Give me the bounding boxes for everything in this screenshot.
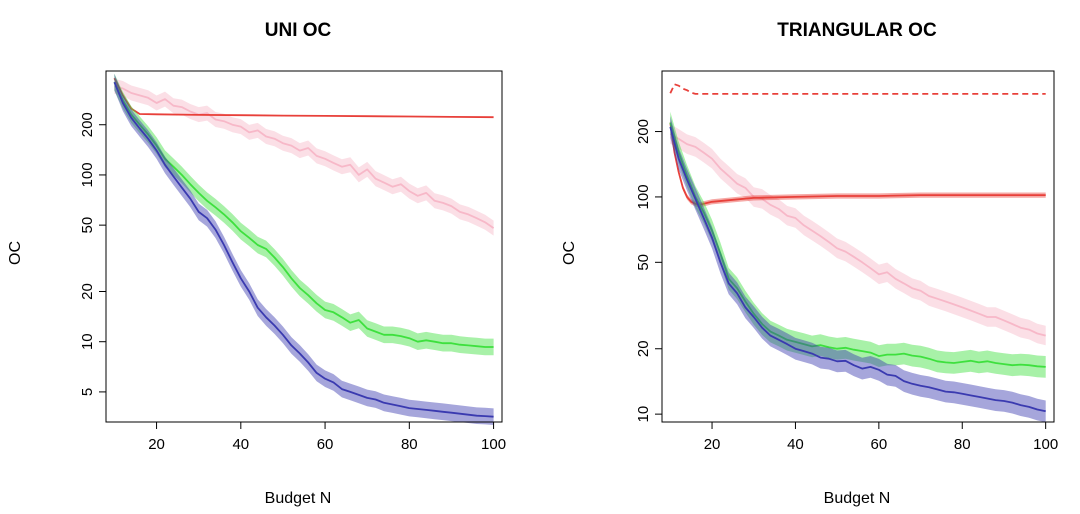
- y-tick-label-0: 10: [635, 406, 652, 423]
- y-axis-label: OC: [561, 241, 578, 265]
- series-1-line: [113, 77, 494, 119]
- y-tick-label-3: 100: [635, 184, 652, 209]
- series-1-line: [669, 133, 1046, 337]
- series-3-band: [114, 73, 494, 426]
- y-tick-label-4: 200: [635, 119, 652, 144]
- x-axis-label: Budget N: [265, 490, 332, 507]
- series-3-line: [113, 81, 494, 418]
- y-tick-label-0: 5: [79, 388, 96, 396]
- axis-layer: 20 40 60 80 100 10 20 50 100 200: [635, 119, 1058, 453]
- panel-triangular-oc: TRIANGULAR OC Budget N OC 20 40 60 80 100102…: [561, 20, 1058, 507]
- chart-title: TRIANGULAR OC: [777, 20, 937, 41]
- y-tick-label-1: 10: [79, 333, 96, 350]
- series-1-band: [670, 124, 1046, 346]
- x-tick-label-0: 20: [704, 436, 721, 453]
- x-tick-label-0: 20: [148, 436, 165, 453]
- chart-title: UNI OC: [265, 20, 332, 41]
- series-3-band: [670, 111, 1046, 378]
- y-tick-label-5: 200: [79, 112, 96, 137]
- x-tick-label-3: 80: [401, 436, 418, 453]
- x-tick-label-1: 40: [232, 436, 249, 453]
- series-4-band: [670, 116, 1046, 423]
- series-4-line: [669, 126, 1046, 413]
- y-tick-label-2: 50: [635, 254, 652, 271]
- x-tick-label-2: 60: [317, 436, 334, 453]
- series-2-line: [669, 122, 1046, 206]
- axis-layer: 20 40 60 80 100 5 10 20 50 100 200: [79, 112, 506, 453]
- series-layer: [669, 83, 1046, 423]
- series-3-line: [669, 122, 1046, 368]
- series-0-line: [669, 83, 1046, 95]
- y-tick-label-3: 50: [79, 217, 96, 234]
- x-tick-label-4: 100: [1033, 436, 1058, 453]
- y-tick-label-1: 20: [635, 340, 652, 357]
- y-tick-label-4: 100: [79, 162, 96, 187]
- x-tick-label-4: 100: [481, 436, 506, 453]
- series-2-line: [113, 81, 494, 348]
- series-0-band: [114, 78, 494, 236]
- series-2-band: [114, 73, 494, 356]
- x-axis-label: Budget N: [824, 490, 891, 507]
- x-tick-label-1: 40: [787, 436, 804, 453]
- x-tick-label-2: 60: [871, 436, 888, 453]
- plot-frame: [105, 70, 503, 423]
- panel-uni-oc: UNI OC Budget N OC 20 40 60 80 100 5 10 20 50 100…: [7, 20, 506, 507]
- y-axis-label: OC: [7, 241, 24, 265]
- y-tick-label-2: 20: [79, 283, 96, 300]
- series-0-line: [114, 85, 495, 229]
- series-layer: [113, 73, 495, 426]
- x-tick-label-3: 80: [954, 436, 971, 453]
